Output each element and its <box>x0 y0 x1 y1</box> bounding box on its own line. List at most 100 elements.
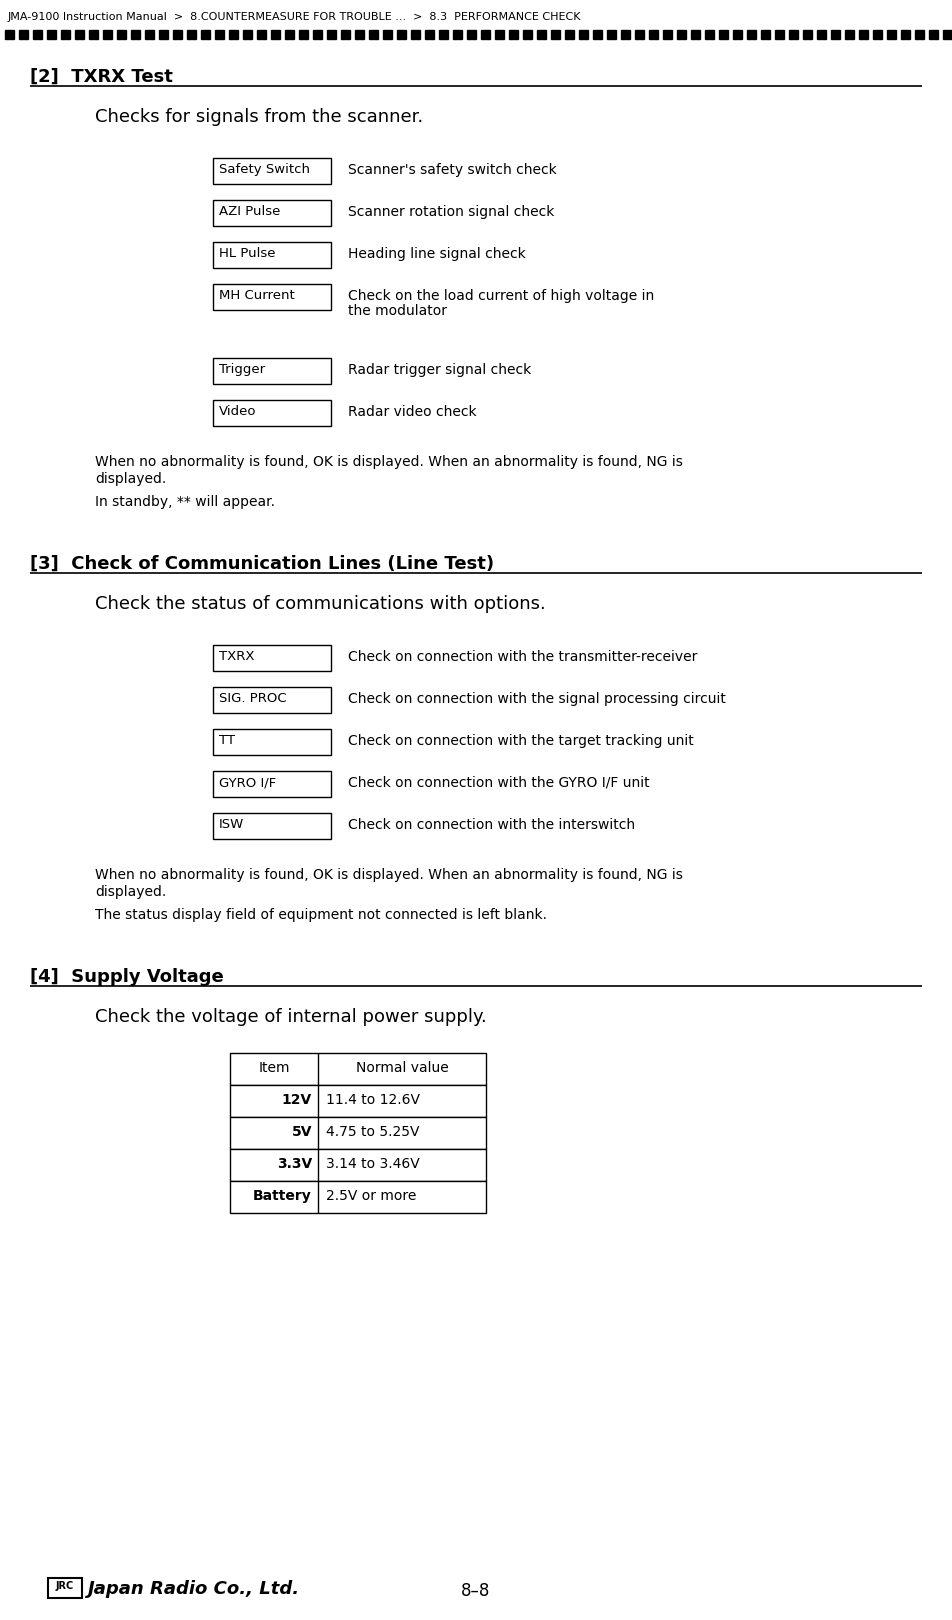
Text: Radar video check: Radar video check <box>348 405 477 420</box>
Bar <box>607 31 616 39</box>
Text: Scanner rotation signal check: Scanner rotation signal check <box>348 206 554 219</box>
Bar <box>213 199 331 227</box>
Bar <box>649 31 658 39</box>
Bar <box>775 31 784 39</box>
Bar <box>397 31 406 39</box>
Bar <box>537 31 546 39</box>
Text: 3.3V: 3.3V <box>277 1157 312 1171</box>
Text: When no abnormality is found, OK is displayed. When an abnormality is found, NG : When no abnormality is found, OK is disp… <box>95 455 683 486</box>
Bar <box>551 31 560 39</box>
Text: Checks for signals from the scanner.: Checks for signals from the scanner. <box>95 109 424 126</box>
Bar <box>663 31 672 39</box>
Text: HL Pulse: HL Pulse <box>219 246 275 259</box>
Bar <box>213 358 331 384</box>
Bar <box>230 1085 486 1118</box>
Text: Check on connection with the GYRO I/F unit: Check on connection with the GYRO I/F un… <box>348 776 649 791</box>
Text: JMA-9100 Instruction Manual  >  8.COUNTERMEASURE FOR TROUBLE ...  >  8.3  PERFOR: JMA-9100 Instruction Manual > 8.COUNTERM… <box>8 11 582 23</box>
Text: Check on connection with the signal processing circuit: Check on connection with the signal proc… <box>348 692 725 706</box>
Text: TT: TT <box>219 734 235 747</box>
Text: MH Current: MH Current <box>219 288 295 301</box>
Bar <box>439 31 448 39</box>
Text: [4]  Supply Voltage: [4] Supply Voltage <box>30 969 224 987</box>
Text: [3]  Check of Communication Lines (Line Test): [3] Check of Communication Lines (Line T… <box>30 556 494 573</box>
Bar <box>213 284 331 309</box>
Bar <box>5 31 14 39</box>
Bar <box>285 31 294 39</box>
Text: Radar trigger signal check: Radar trigger signal check <box>348 363 531 377</box>
Bar <box>213 729 331 755</box>
Bar <box>19 31 28 39</box>
Bar <box>831 31 840 39</box>
Text: 11.4 to 12.6V: 11.4 to 12.6V <box>326 1094 420 1106</box>
Bar <box>61 31 70 39</box>
Bar <box>48 1578 82 1597</box>
Bar <box>299 31 308 39</box>
Text: Heading line signal check: Heading line signal check <box>348 246 526 261</box>
Bar <box>89 31 98 39</box>
Bar <box>705 31 714 39</box>
Text: AZI Pulse: AZI Pulse <box>219 206 281 219</box>
Text: the modulator: the modulator <box>348 305 447 318</box>
Bar <box>131 31 140 39</box>
Bar <box>230 1149 486 1181</box>
Bar <box>915 31 924 39</box>
Text: 3.14 to 3.46V: 3.14 to 3.46V <box>326 1157 420 1171</box>
Bar <box>747 31 756 39</box>
Text: Normal value: Normal value <box>356 1061 448 1076</box>
Text: ISW: ISW <box>219 818 245 831</box>
Bar <box>565 31 574 39</box>
Bar <box>230 1181 486 1213</box>
Bar <box>887 31 896 39</box>
Bar <box>621 31 630 39</box>
Bar <box>213 687 331 713</box>
Text: 4.75 to 5.25V: 4.75 to 5.25V <box>326 1124 420 1139</box>
Bar <box>243 31 252 39</box>
Bar <box>173 31 182 39</box>
Text: 8–8: 8–8 <box>462 1583 490 1601</box>
Bar <box>145 31 154 39</box>
Bar <box>481 31 490 39</box>
Bar <box>691 31 700 39</box>
Bar <box>817 31 826 39</box>
Bar <box>369 31 378 39</box>
Text: Item: Item <box>258 1061 289 1076</box>
Text: Safety Switch: Safety Switch <box>219 164 310 177</box>
Bar <box>341 31 350 39</box>
Bar <box>201 31 210 39</box>
Bar <box>187 31 196 39</box>
Bar <box>355 31 364 39</box>
Bar <box>719 31 728 39</box>
Bar <box>230 1118 486 1149</box>
Text: Scanner's safety switch check: Scanner's safety switch check <box>348 164 557 177</box>
Bar <box>761 31 770 39</box>
Text: Check on the load current of high voltage in: Check on the load current of high voltag… <box>348 288 654 303</box>
Bar <box>467 31 476 39</box>
Text: The status display field of equipment not connected is left blank.: The status display field of equipment no… <box>95 907 547 922</box>
Text: SIG. PROC: SIG. PROC <box>219 692 287 705</box>
Bar <box>593 31 602 39</box>
Text: JRC: JRC <box>56 1581 74 1591</box>
Bar <box>383 31 392 39</box>
Text: TXRX: TXRX <box>219 650 254 663</box>
Bar <box>677 31 686 39</box>
Text: 2.5V or more: 2.5V or more <box>326 1189 416 1204</box>
Bar <box>845 31 854 39</box>
Bar <box>523 31 532 39</box>
Bar <box>229 31 238 39</box>
Bar <box>213 400 331 426</box>
Bar <box>859 31 868 39</box>
Bar <box>213 813 331 839</box>
Bar <box>803 31 812 39</box>
Text: [2]  TXRX Test: [2] TXRX Test <box>30 68 173 86</box>
Bar <box>213 645 331 671</box>
Text: GYRO I/F: GYRO I/F <box>219 776 276 789</box>
Bar <box>579 31 588 39</box>
Bar <box>733 31 742 39</box>
Bar <box>509 31 518 39</box>
Text: Trigger: Trigger <box>219 363 265 376</box>
Bar <box>271 31 280 39</box>
Bar <box>411 31 420 39</box>
Text: In standby, ** will appear.: In standby, ** will appear. <box>95 496 275 509</box>
Text: Check on connection with the transmitter-receiver: Check on connection with the transmitter… <box>348 650 698 664</box>
Text: Check the voltage of internal power supply.: Check the voltage of internal power supp… <box>95 1008 486 1025</box>
